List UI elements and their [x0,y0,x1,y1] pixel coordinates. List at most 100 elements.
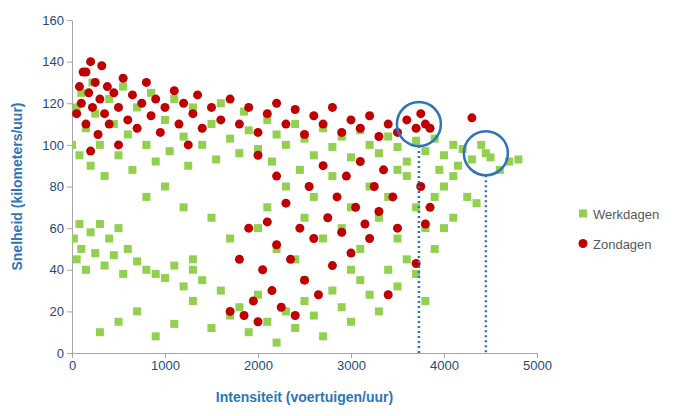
tick: 120 [42,96,72,111]
y-axis-title: Snelheid (kilometers/uur) [9,102,25,270]
tick: 0 [57,346,72,361]
point [180,203,188,211]
point [208,120,216,128]
point [431,193,439,201]
point [207,103,216,112]
highlight-circle [397,102,441,146]
point [128,90,137,99]
point [81,68,90,77]
point [216,115,225,124]
x-axis-title: Intensiteit (voertuigen/uur) [216,389,393,405]
tick-label: 0 [57,346,64,361]
point [189,297,197,305]
point [431,245,439,253]
point [351,203,360,212]
point [310,312,318,320]
point [72,235,78,243]
point [338,303,346,311]
point [188,109,197,118]
point [110,251,118,259]
point [156,128,165,137]
point [487,153,495,161]
point [235,149,243,157]
point [305,182,314,191]
point [449,214,457,222]
point [477,141,485,149]
point [81,120,90,129]
point [180,133,188,141]
point [152,332,160,340]
point [412,124,421,133]
point [86,57,95,66]
point [161,274,169,282]
point [75,82,84,91]
tick-mark [67,228,72,229]
point [360,219,369,228]
point [174,120,183,129]
point [105,235,113,243]
point [394,166,402,174]
tick: 3000 [337,353,366,373]
point [403,255,411,263]
point [291,311,300,320]
point [235,120,244,129]
point [426,124,435,133]
point [87,162,95,170]
point [226,135,234,143]
point [440,183,448,191]
point [114,103,123,112]
tick: 20 [50,304,72,319]
point [319,332,327,340]
x-axis-line [73,353,538,354]
point [356,124,365,133]
point [347,318,355,326]
highlight-line [418,146,421,353]
point [365,234,374,243]
point [342,172,351,181]
tick-mark [67,187,72,188]
point [514,155,522,163]
tick-label: 1000 [151,358,180,373]
point [384,133,392,141]
point [124,245,132,253]
tick-label: 0 [69,358,76,373]
point [109,88,118,97]
point [365,111,374,120]
point [96,328,104,336]
point [366,291,374,299]
point [263,109,272,118]
point [226,95,235,104]
point [152,270,160,278]
point [137,99,146,108]
tick: 80 [50,179,72,194]
point [328,287,336,295]
point [268,158,276,166]
point [440,224,448,232]
point [347,266,355,274]
point [95,95,104,104]
tick: 40 [50,262,72,277]
point [347,115,356,124]
point [193,90,202,99]
point [403,158,411,166]
highlight-line [485,175,488,353]
legend-marker [579,210,587,218]
point [189,255,197,263]
point [282,183,290,191]
tick-label: 100 [42,138,64,153]
point [115,151,123,159]
point [235,255,244,264]
point [119,74,128,83]
point [374,207,383,216]
point [212,155,220,163]
point [249,296,258,305]
point [240,311,249,320]
point [75,220,83,228]
point [300,276,309,285]
point [72,109,81,118]
point [133,257,141,265]
tick: 60 [50,221,72,236]
point [282,141,290,149]
point [449,141,457,149]
y-axis: 020406080100120140160 [42,13,72,361]
